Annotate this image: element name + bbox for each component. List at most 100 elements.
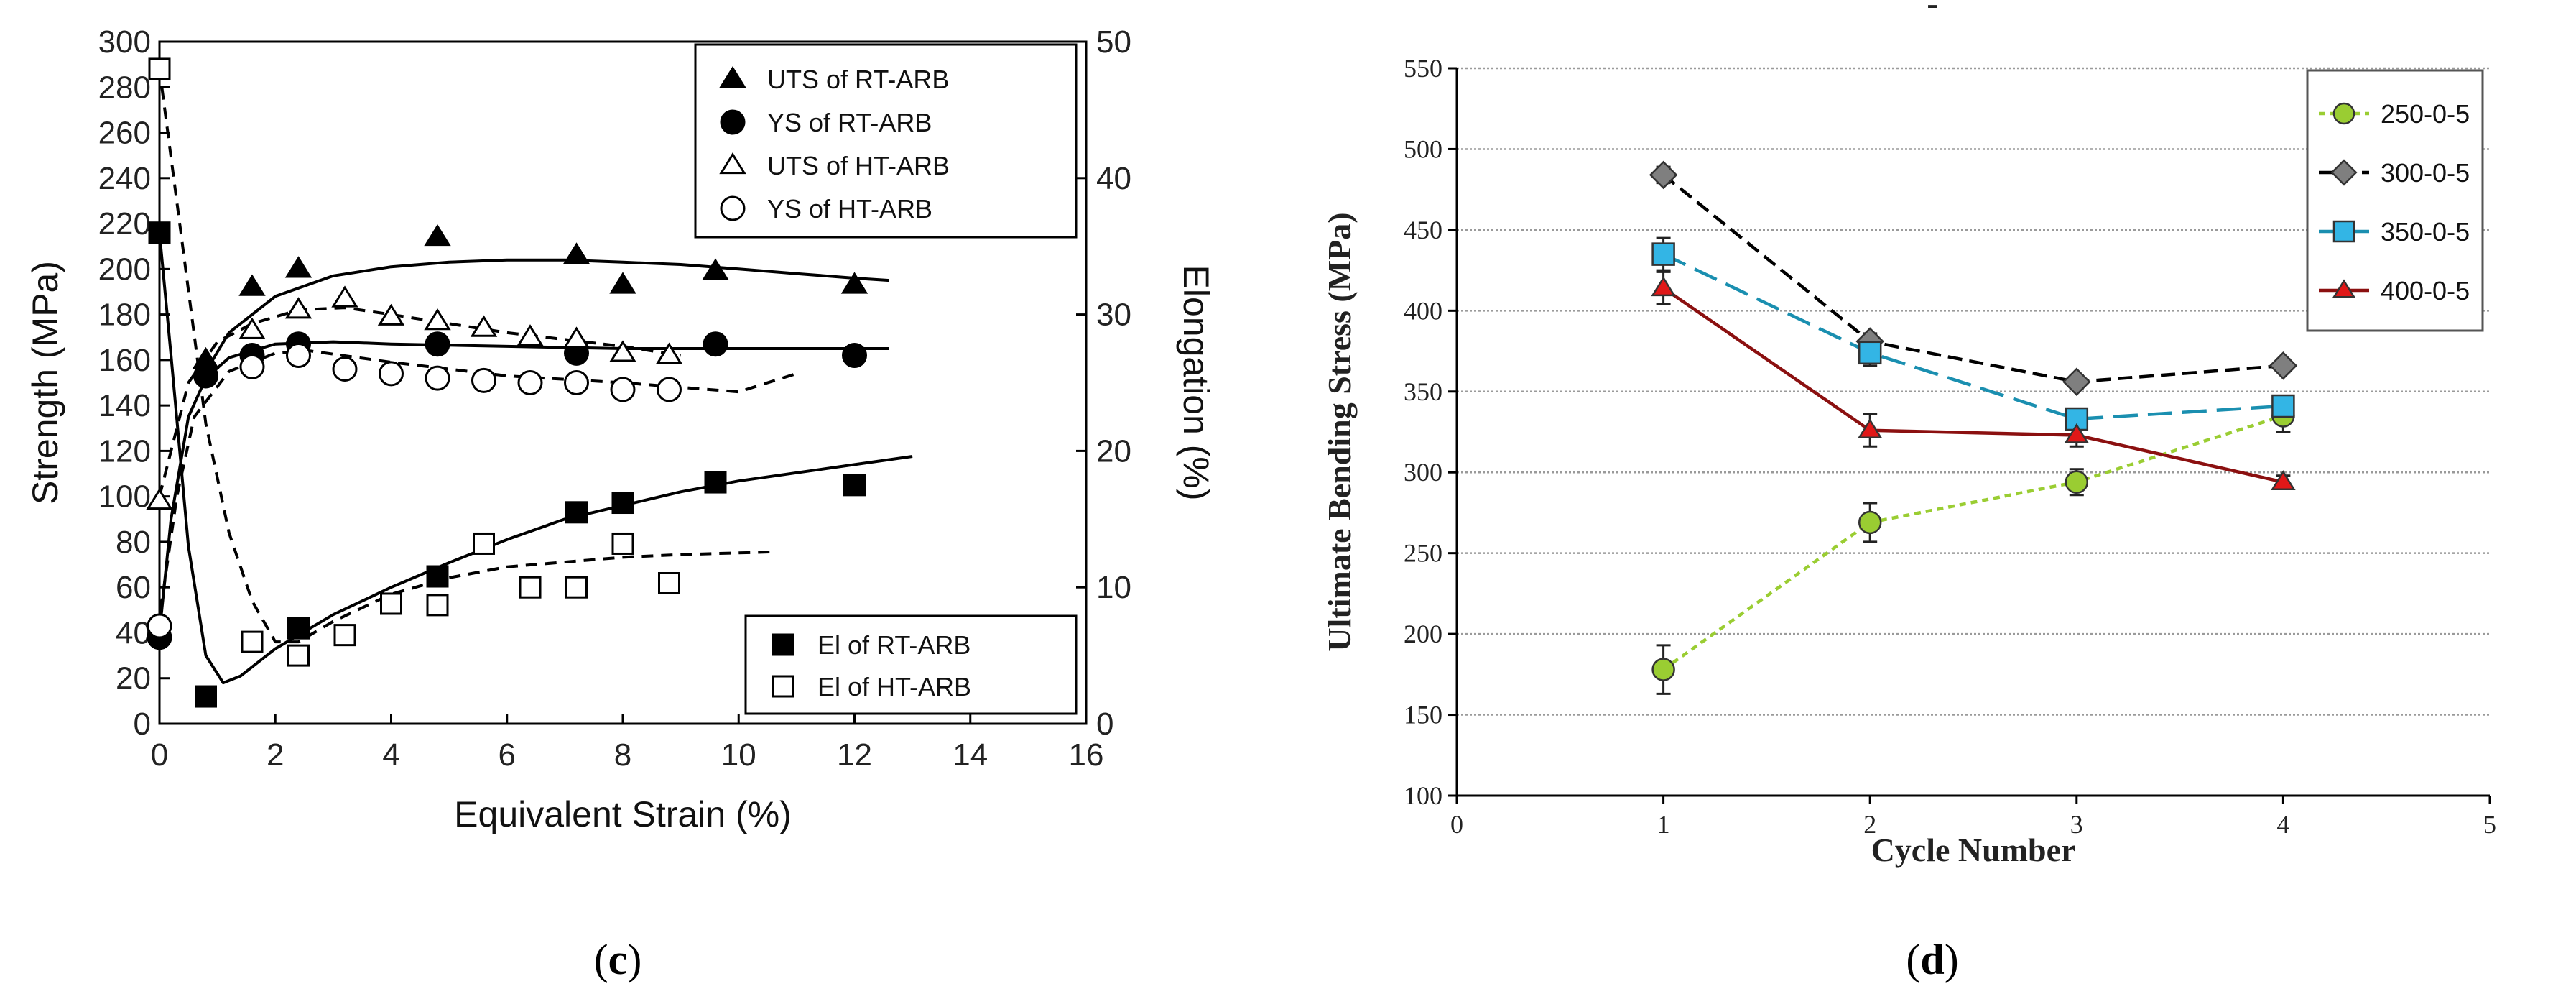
x-tick-label: 6 — [499, 737, 516, 773]
x-tick-label: 10 — [721, 737, 756, 773]
y-tick-label: 450 — [1404, 216, 1442, 244]
x-tick-label: 0 — [151, 737, 168, 773]
legend-label: 250-0-5 — [2381, 99, 2470, 129]
fit-curve-uts-of-rt-arb — [204, 258, 890, 372]
legend-box-top — [694, 43, 1078, 239]
x-tick-label: 12 — [837, 737, 872, 773]
legend-marker — [720, 109, 746, 135]
x-tick-label: 16 — [1069, 737, 1104, 773]
data-point-el-of-ht-arb — [148, 57, 171, 80]
y-tick-label: 300 — [1404, 458, 1442, 487]
y-tick-label: 100 — [98, 479, 151, 515]
y-tick-label: 200 — [1404, 620, 1442, 648]
fit-curve-el-of-rt-arb — [158, 232, 913, 685]
data-point-uts-of-ht-arb — [516, 324, 544, 346]
y-tick-label: 250 — [1404, 539, 1442, 568]
legend-marker — [2332, 220, 2355, 243]
fit-curve-el-of-ht-arb — [158, 68, 774, 644]
y2-tick-label: 0 — [1096, 706, 1113, 742]
y-tick-label: 20 — [116, 661, 151, 696]
data-point-el-of-rt-arb — [426, 565, 449, 588]
data-point-350-0-5 — [2271, 394, 2295, 418]
caption-close: ) — [627, 936, 641, 983]
x-tick-label: 14 — [953, 737, 988, 773]
x-tick-label: 5 — [2483, 810, 2496, 839]
data-point-uts-of-ht-arb — [146, 487, 173, 510]
x-axis-title: Cycle Number — [1871, 832, 2076, 868]
y-tick-label: 350 — [1404, 377, 1442, 406]
data-point-uts-of-rt-arb — [609, 272, 636, 294]
data-point-ys-of-ht-arb — [379, 361, 404, 387]
data-point-uts-of-rt-arb — [424, 224, 451, 247]
y2-tick-label: 10 — [1096, 570, 1131, 605]
y-tick-label: 80 — [116, 525, 151, 560]
caption-open: ( — [594, 936, 608, 983]
y-tick-label: 400 — [1404, 296, 1442, 325]
data-point-uts-of-ht-arb — [238, 317, 266, 339]
x-tick-label: 4 — [2276, 810, 2289, 839]
x-tick-label: 1 — [1657, 810, 1670, 839]
legend-label: 400-0-5 — [2381, 276, 2470, 305]
data-point-ys-of-ht-arb — [564, 370, 589, 395]
y2-tick-label: 20 — [1096, 433, 1131, 469]
data-point-ys-of-ht-arb — [657, 377, 682, 402]
data-point-uts-of-ht-arb — [609, 340, 636, 362]
caption-close: ) — [1945, 936, 1959, 983]
y2-tick-label: 40 — [1096, 161, 1131, 196]
legend-label: El of HT-ARB — [817, 672, 971, 701]
data-point-uts-of-ht-arb — [562, 326, 590, 349]
data-point-ys-of-ht-arb — [610, 377, 636, 402]
legend-label: YS of HT-ARB — [767, 194, 932, 224]
y-tick-label: 150 — [1404, 701, 1442, 729]
data-point-el-of-rt-arb — [611, 492, 634, 515]
y-tick-label: 280 — [98, 70, 151, 105]
data-point-350-0-5 — [1858, 341, 1882, 365]
chart-panel-c: 0 2 4 6 8 10 12 14 16020406080100120140160180200… — [25, 24, 1216, 983]
data-point-el-of-ht-arb — [241, 630, 264, 653]
series-line-350-0-5 — [1662, 252, 2284, 421]
data-point-uts-of-ht-arb — [377, 303, 405, 326]
y-tick-label: 180 — [98, 298, 151, 333]
data-point-ys-of-ht-arb — [332, 356, 358, 382]
data-point-el-of-rt-arb — [843, 474, 866, 497]
data-point-400-0-5 — [1651, 276, 1676, 297]
series-line-300-0-5 — [1662, 173, 2284, 384]
fit-curve-uts-of-ht-arb — [158, 306, 681, 497]
data-point-ys-of-ht-arb — [471, 367, 496, 393]
data-point-uts-of-rt-arb — [562, 242, 590, 264]
data-point-el-of-ht-arb — [287, 644, 310, 667]
data-point-el-of-ht-arb — [565, 576, 588, 599]
y-axis-title: Ultimate Bending Stress (MPa) — [1321, 212, 1358, 651]
y2-tick-label: 50 — [1096, 24, 1131, 60]
legend-marker — [2332, 102, 2355, 125]
data-point-ys-of-ht-arb — [286, 343, 311, 369]
y-tick-label: 550 — [1404, 54, 1442, 83]
legend-marker — [2330, 159, 2358, 186]
data-point-400-0-5 — [2064, 423, 2090, 443]
data-point-300-0-5 — [2269, 351, 2298, 380]
data-point-uts-of-rt-arb — [702, 258, 729, 280]
x-tick-label: 2 — [1863, 810, 1876, 839]
data-point-300-0-5 — [1649, 160, 1678, 190]
y-tick-label: 40 — [116, 615, 151, 650]
series-line-400-0-5 — [1662, 286, 2284, 484]
data-point-uts-of-ht-arb — [284, 297, 312, 319]
panel-caption-d: (d) — [1906, 936, 1958, 983]
x-tick-label: 0 — [1450, 810, 1463, 839]
data-point-uts-of-ht-arb — [424, 308, 451, 331]
y2-axis-title: Elongation (%) — [1176, 265, 1216, 501]
data-point-250-0-5 — [1651, 658, 1675, 681]
data-point-el-of-ht-arb — [333, 624, 356, 647]
data-point-300-0-5 — [2062, 367, 2091, 397]
caption-open: ( — [1906, 936, 1920, 983]
data-point-el-of-rt-arb — [704, 471, 727, 494]
data-point-el-of-rt-arb — [148, 221, 171, 244]
legend-marker — [772, 675, 794, 698]
y2-tick-label: 30 — [1096, 298, 1131, 333]
data-point-uts-of-rt-arb — [284, 256, 312, 278]
y-tick-label: 300 — [98, 24, 151, 60]
caption-letter: c — [608, 936, 628, 983]
y-tick-label: 120 — [98, 433, 151, 469]
data-point-400-0-5 — [1857, 418, 1883, 438]
